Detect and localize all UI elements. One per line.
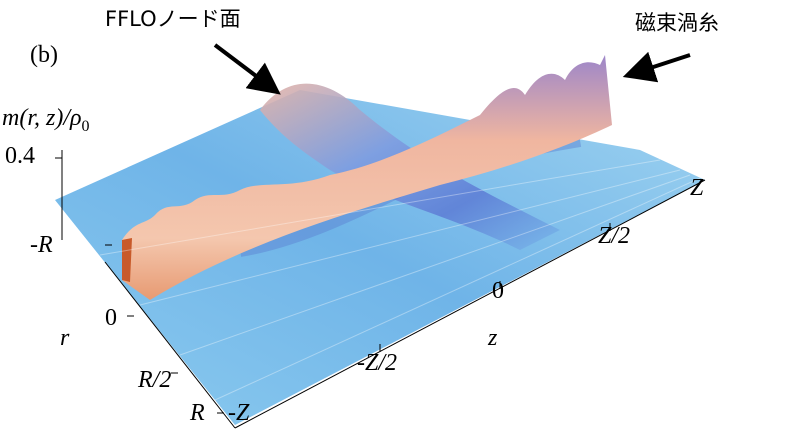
z-axis-label: z: [487, 325, 498, 351]
z-tick: Z/2: [598, 223, 630, 249]
ridge-edge: [122, 238, 132, 282]
fflo-arrow: [213, 43, 281, 95]
panel-label: (b): [30, 42, 58, 68]
axes: [55, 150, 706, 429]
z-tick: Z: [690, 175, 704, 201]
r-tick: -R: [30, 232, 53, 258]
vortex-arrow: [622, 51, 691, 83]
z-tick: 0: [492, 278, 504, 304]
vortex-annotation: 磁束渦糸: [635, 11, 719, 35]
label-sub: 0: [82, 118, 90, 135]
surface-lines: [99, 159, 701, 401]
vertical-tick: 0.4: [5, 143, 35, 169]
z-tick: -Z: [228, 400, 250, 426]
r-axis-label: r: [60, 325, 70, 351]
r-tick: R: [189, 400, 205, 426]
z-tick: -Z/2: [357, 350, 397, 376]
surface-plane: [55, 90, 705, 425]
r-tick: R/2: [137, 367, 171, 393]
label-main: m(r, z)/ρ: [2, 105, 82, 131]
vortex-ridge: [122, 55, 612, 300]
fflo-annotation: FFLOノード面: [105, 7, 241, 31]
vertical-axis-label: m(r, z)/ρ0: [2, 105, 90, 135]
r-tick: 0: [105, 305, 117, 331]
